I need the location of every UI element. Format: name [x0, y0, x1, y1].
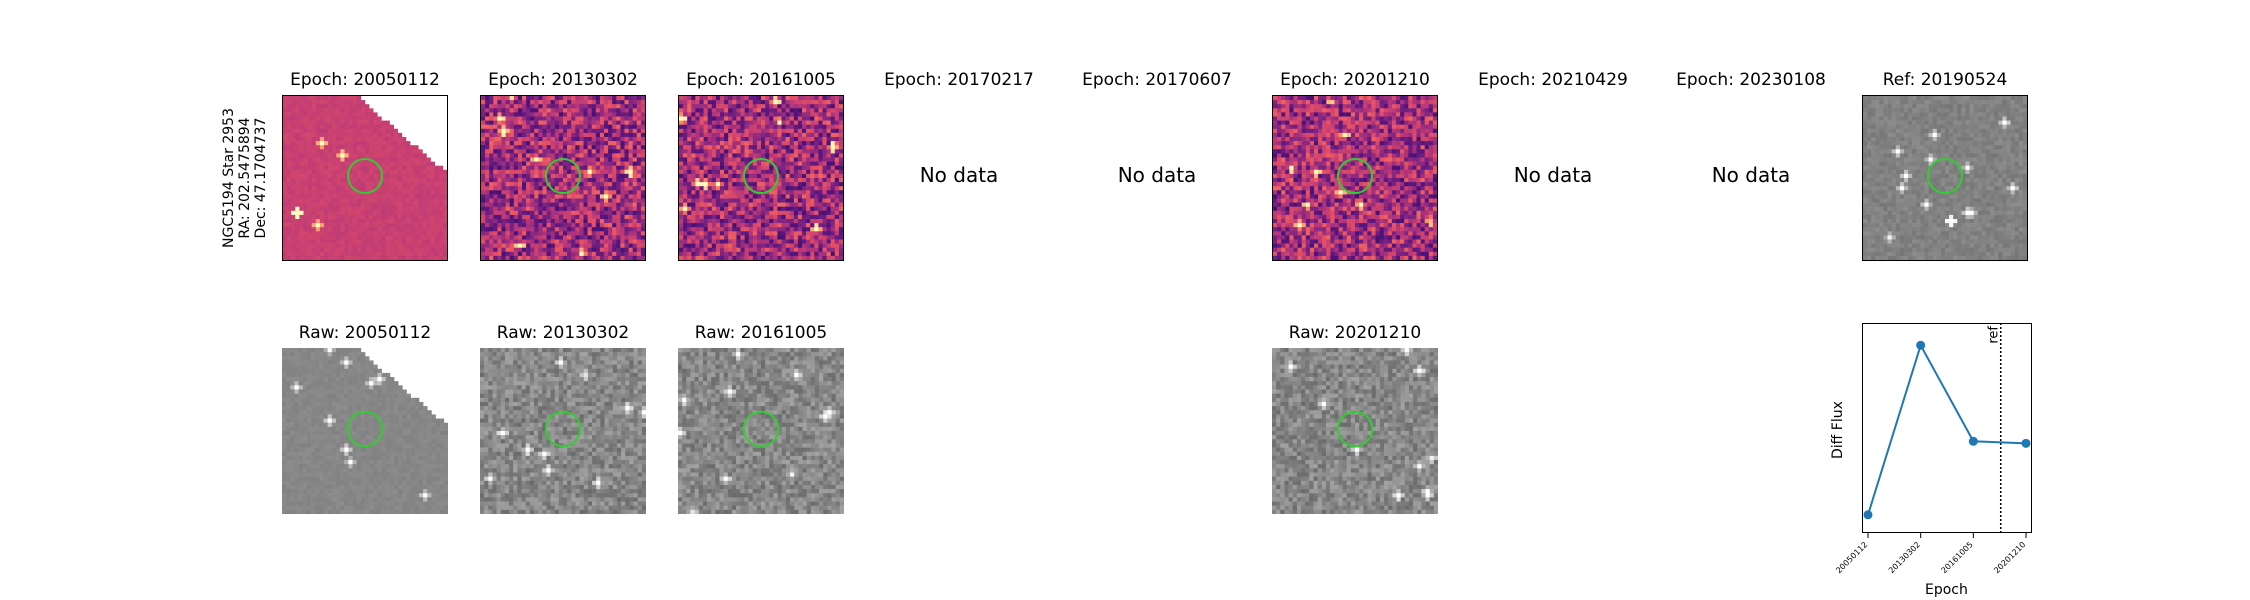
raw-image-panel-1: [282, 348, 448, 514]
difference-image-panel-6: [1272, 95, 1438, 261]
star-dec: Dec: 47.1704737: [253, 117, 269, 239]
reference-image: [1863, 96, 2027, 260]
epoch-title-3: Epoch: 20161005: [686, 70, 836, 90]
x-axis-title: Epoch: [1925, 582, 1968, 598]
difference-image-panel-3: [678, 95, 844, 261]
star-ra: RA: 202.5475894: [237, 117, 253, 239]
difference-image-panel-1: [282, 95, 448, 261]
y-axis-title: Diff Flux: [1830, 401, 1846, 459]
aperture-circle: [742, 410, 780, 448]
epoch-title-8: Epoch: 20230108: [1676, 70, 1826, 90]
epoch-title-7: Epoch: 20210429: [1478, 70, 1628, 90]
data-point: [2021, 438, 2031, 448]
aperture-circle: [743, 158, 779, 194]
data-point: [1968, 436, 1978, 446]
x-tick-label: 20050112: [1834, 540, 1869, 575]
raw-image: [678, 348, 844, 514]
raw-image-panel-3: [678, 348, 844, 514]
aperture-circle: [347, 158, 383, 194]
x-tick-label: 20201210: [1992, 540, 2027, 575]
diff-flux-chart: 20050112 20130302 20161005 20201210 ref: [1834, 323, 2032, 575]
raw-image: [480, 348, 646, 514]
difference-image: [481, 96, 645, 260]
reference-line-label: ref: [1987, 326, 2002, 344]
data-point: [1863, 510, 1873, 520]
epoch-title-6: Epoch: 20201210: [1280, 70, 1430, 90]
raw-image-panel-2: [480, 348, 646, 514]
no-data-label-4: No data: [919, 163, 999, 187]
aperture-circle: [544, 410, 582, 448]
aperture-circle: [545, 158, 581, 194]
aperture-circle: [1927, 158, 1963, 194]
aperture-circle: [1337, 158, 1373, 194]
epoch-title-2: Epoch: 20130302: [488, 70, 638, 90]
aperture-circle: [346, 410, 384, 448]
raw-title-2: Raw: 20130302: [496, 323, 630, 343]
raw-title-6: Raw: 20201210: [1288, 323, 1422, 343]
difference-image-panel-2: [480, 95, 646, 261]
raw-title-3: Raw: 20161005: [694, 323, 828, 343]
reference-image-panel: [1862, 95, 2028, 261]
data-point: [1916, 340, 1926, 350]
epoch-title-5: Epoch: 20170607: [1082, 70, 1232, 90]
raw-image-panel-6: [1272, 348, 1438, 514]
difference-image: [679, 96, 843, 260]
star-name: NGC5194 Star 2953: [221, 108, 237, 248]
epoch-title-1: Epoch: 20050112: [290, 70, 440, 90]
x-tick-label: 20130302: [1887, 540, 1922, 575]
raw-image: [1272, 348, 1438, 514]
reference-title: Ref: 20190524: [1882, 70, 2008, 90]
difference-image: [283, 96, 447, 260]
x-tick-label: 20161005: [1940, 540, 1975, 575]
chart-frame: [1862, 323, 2032, 533]
no-data-label-5: No data: [1117, 163, 1197, 187]
raw-image: [282, 348, 448, 514]
chart-canvas: 20050112 20130302 20161005 20201210 ref: [1834, 323, 2032, 575]
aperture-circle: [1336, 410, 1374, 448]
no-data-label-8: No data: [1711, 163, 1791, 187]
epoch-title-4: Epoch: 20170217: [884, 70, 1034, 90]
raw-title-1: Raw: 20050112: [298, 323, 432, 343]
series-line: [1867, 342, 2027, 516]
difference-image: [1273, 96, 1437, 260]
no-data-label-7: No data: [1513, 163, 1593, 187]
